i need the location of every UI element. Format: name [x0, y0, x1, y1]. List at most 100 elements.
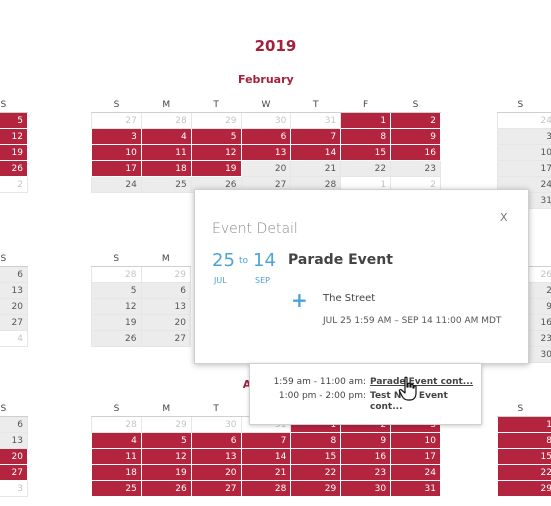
day-cell[interactable]: 10 [497, 144, 551, 161]
day-cell[interactable]: 26 [140, 480, 192, 497]
day-cell[interactable]: 5 [91, 282, 142, 299]
day-cell[interactable]: 22 [290, 464, 342, 481]
day-cell[interactable]: 5 [140, 432, 192, 449]
day-cell[interactable]: 18 [91, 464, 142, 481]
day-cell[interactable]: 16 [527, 314, 551, 331]
day-cell[interactable]: 23 [390, 160, 441, 177]
day-cell[interactable]: 12 [190, 144, 242, 161]
day-cell[interactable]: 29 [190, 112, 242, 129]
day-cell[interactable]: 28 [140, 112, 192, 129]
day-cell[interactable]: 4 [91, 432, 142, 449]
tooltip-event-link[interactable]: Parade Event cont... [370, 377, 474, 387]
day-cell[interactable]: 25 [91, 480, 142, 497]
day-cell[interactable]: 24 [497, 176, 551, 193]
day-cell[interactable]: 27 [190, 480, 242, 497]
day-cell[interactable]: 8 [290, 432, 342, 449]
day-cell[interactable]: 27 [140, 330, 191, 347]
day-cell[interactable]: 10 [390, 432, 441, 449]
day-cell[interactable]: 4 [140, 128, 192, 145]
day-cell[interactable]: 31 [390, 480, 441, 497]
day-cell[interactable]: 28 [290, 176, 342, 193]
day-cell[interactable]: 20 [190, 464, 242, 481]
day-cell[interactable]: 30 [240, 112, 292, 129]
day-cell[interactable]: 6 [0, 416, 28, 433]
day-cell[interactable]: 19 [91, 314, 142, 331]
plus-icon[interactable]: + [291, 288, 308, 312]
day-cell[interactable]: 24 [91, 176, 142, 193]
day-cell[interactable]: 7 [290, 128, 342, 145]
day-cell[interactable]: 14 [290, 144, 342, 161]
day-cell[interactable]: 27 [0, 464, 28, 481]
day-cell[interactable]: 5 [0, 112, 28, 129]
day-cell[interactable]: 24 [497, 112, 551, 129]
day-cell[interactable]: 7 [240, 432, 292, 449]
day-cell[interactable]: 9 [340, 432, 392, 449]
day-cell[interactable]: 27 [0, 314, 28, 331]
day-cell[interactable]: 1 [497, 416, 551, 433]
day-cell[interactable]: 17 [497, 160, 551, 177]
day-cell[interactable]: 20 [0, 448, 28, 465]
day-cell[interactable]: 12 [0, 128, 28, 145]
day-cell[interactable]: 16 [340, 448, 392, 465]
day-cell[interactable]: 28 [91, 266, 142, 283]
day-cell[interactable]: 29 [140, 266, 191, 283]
day-cell[interactable]: 20 [140, 314, 191, 331]
day-cell[interactable]: 5 [190, 128, 242, 145]
day-cell[interactable]: 29 [140, 416, 192, 433]
day-cell[interactable]: 14 [240, 448, 292, 465]
day-cell[interactable]: 19 [0, 144, 28, 161]
day-cell[interactable]: 1 [340, 112, 392, 129]
day-cell[interactable]: 10 [91, 144, 142, 161]
day-cell[interactable]: 23 [527, 330, 551, 347]
day-cell[interactable]: 17 [91, 160, 142, 177]
day-cell[interactable]: 27 [91, 112, 142, 129]
day-cell[interactable]: 2 [390, 176, 441, 193]
day-cell[interactable]: 30 [527, 346, 551, 363]
day-cell[interactable]: 31 [290, 112, 342, 129]
day-cell[interactable]: 6 [190, 432, 242, 449]
day-cell[interactable]: 19 [140, 464, 192, 481]
day-cell[interactable]: 26 [91, 330, 142, 347]
day-cell[interactable]: 12 [140, 448, 192, 465]
day-cell[interactable]: 13 [0, 282, 28, 299]
day-cell[interactable]: 20 [240, 160, 292, 177]
day-cell[interactable]: 9 [527, 298, 551, 315]
day-cell[interactable]: 21 [240, 464, 292, 481]
day-cell[interactable]: 6 [0, 266, 28, 283]
day-cell[interactable]: 19 [190, 160, 242, 177]
day-cell[interactable]: 29 [290, 480, 342, 497]
day-cell[interactable]: 25 [140, 176, 192, 193]
day-cell[interactable]: 3 [0, 480, 28, 497]
day-cell[interactable]: 26 [0, 160, 28, 177]
day-cell[interactable]: 30 [340, 480, 392, 497]
day-cell[interactable]: 20 [0, 298, 28, 315]
day-cell[interactable]: 6 [140, 282, 191, 299]
day-cell[interactable]: 3 [91, 128, 142, 145]
day-cell[interactable]: 15 [290, 448, 342, 465]
day-cell[interactable]: 13 [140, 298, 191, 315]
day-cell[interactable]: 16 [390, 144, 441, 161]
day-cell[interactable]: 30 [190, 416, 242, 433]
day-cell[interactable]: 21 [290, 160, 342, 177]
day-cell[interactable]: 24 [390, 464, 441, 481]
close-button[interactable]: X [500, 211, 508, 224]
day-cell[interactable]: 26 [527, 266, 551, 283]
day-cell[interactable]: 15 [497, 448, 551, 465]
day-cell[interactable]: 28 [240, 480, 292, 497]
day-cell[interactable]: 23 [340, 464, 392, 481]
day-cell[interactable]: 2 [390, 112, 441, 129]
day-cell[interactable]: 13 [190, 448, 242, 465]
day-cell[interactable]: 11 [140, 144, 192, 161]
day-cell[interactable]: 18 [140, 160, 192, 177]
day-cell[interactable]: 8 [340, 128, 392, 145]
day-cell[interactable]: 12 [91, 298, 142, 315]
day-cell[interactable]: 17 [390, 448, 441, 465]
day-cell[interactable]: 29 [497, 480, 551, 497]
day-cell[interactable]: 9 [390, 128, 441, 145]
day-cell[interactable]: 8 [497, 432, 551, 449]
day-cell[interactable]: 11 [91, 448, 142, 465]
day-cell[interactable]: 4 [0, 330, 28, 347]
day-cell[interactable]: 13 [240, 144, 292, 161]
day-cell[interactable]: 13 [0, 432, 28, 449]
tooltip-event-link[interactable]: Test New Event cont... [370, 391, 448, 412]
